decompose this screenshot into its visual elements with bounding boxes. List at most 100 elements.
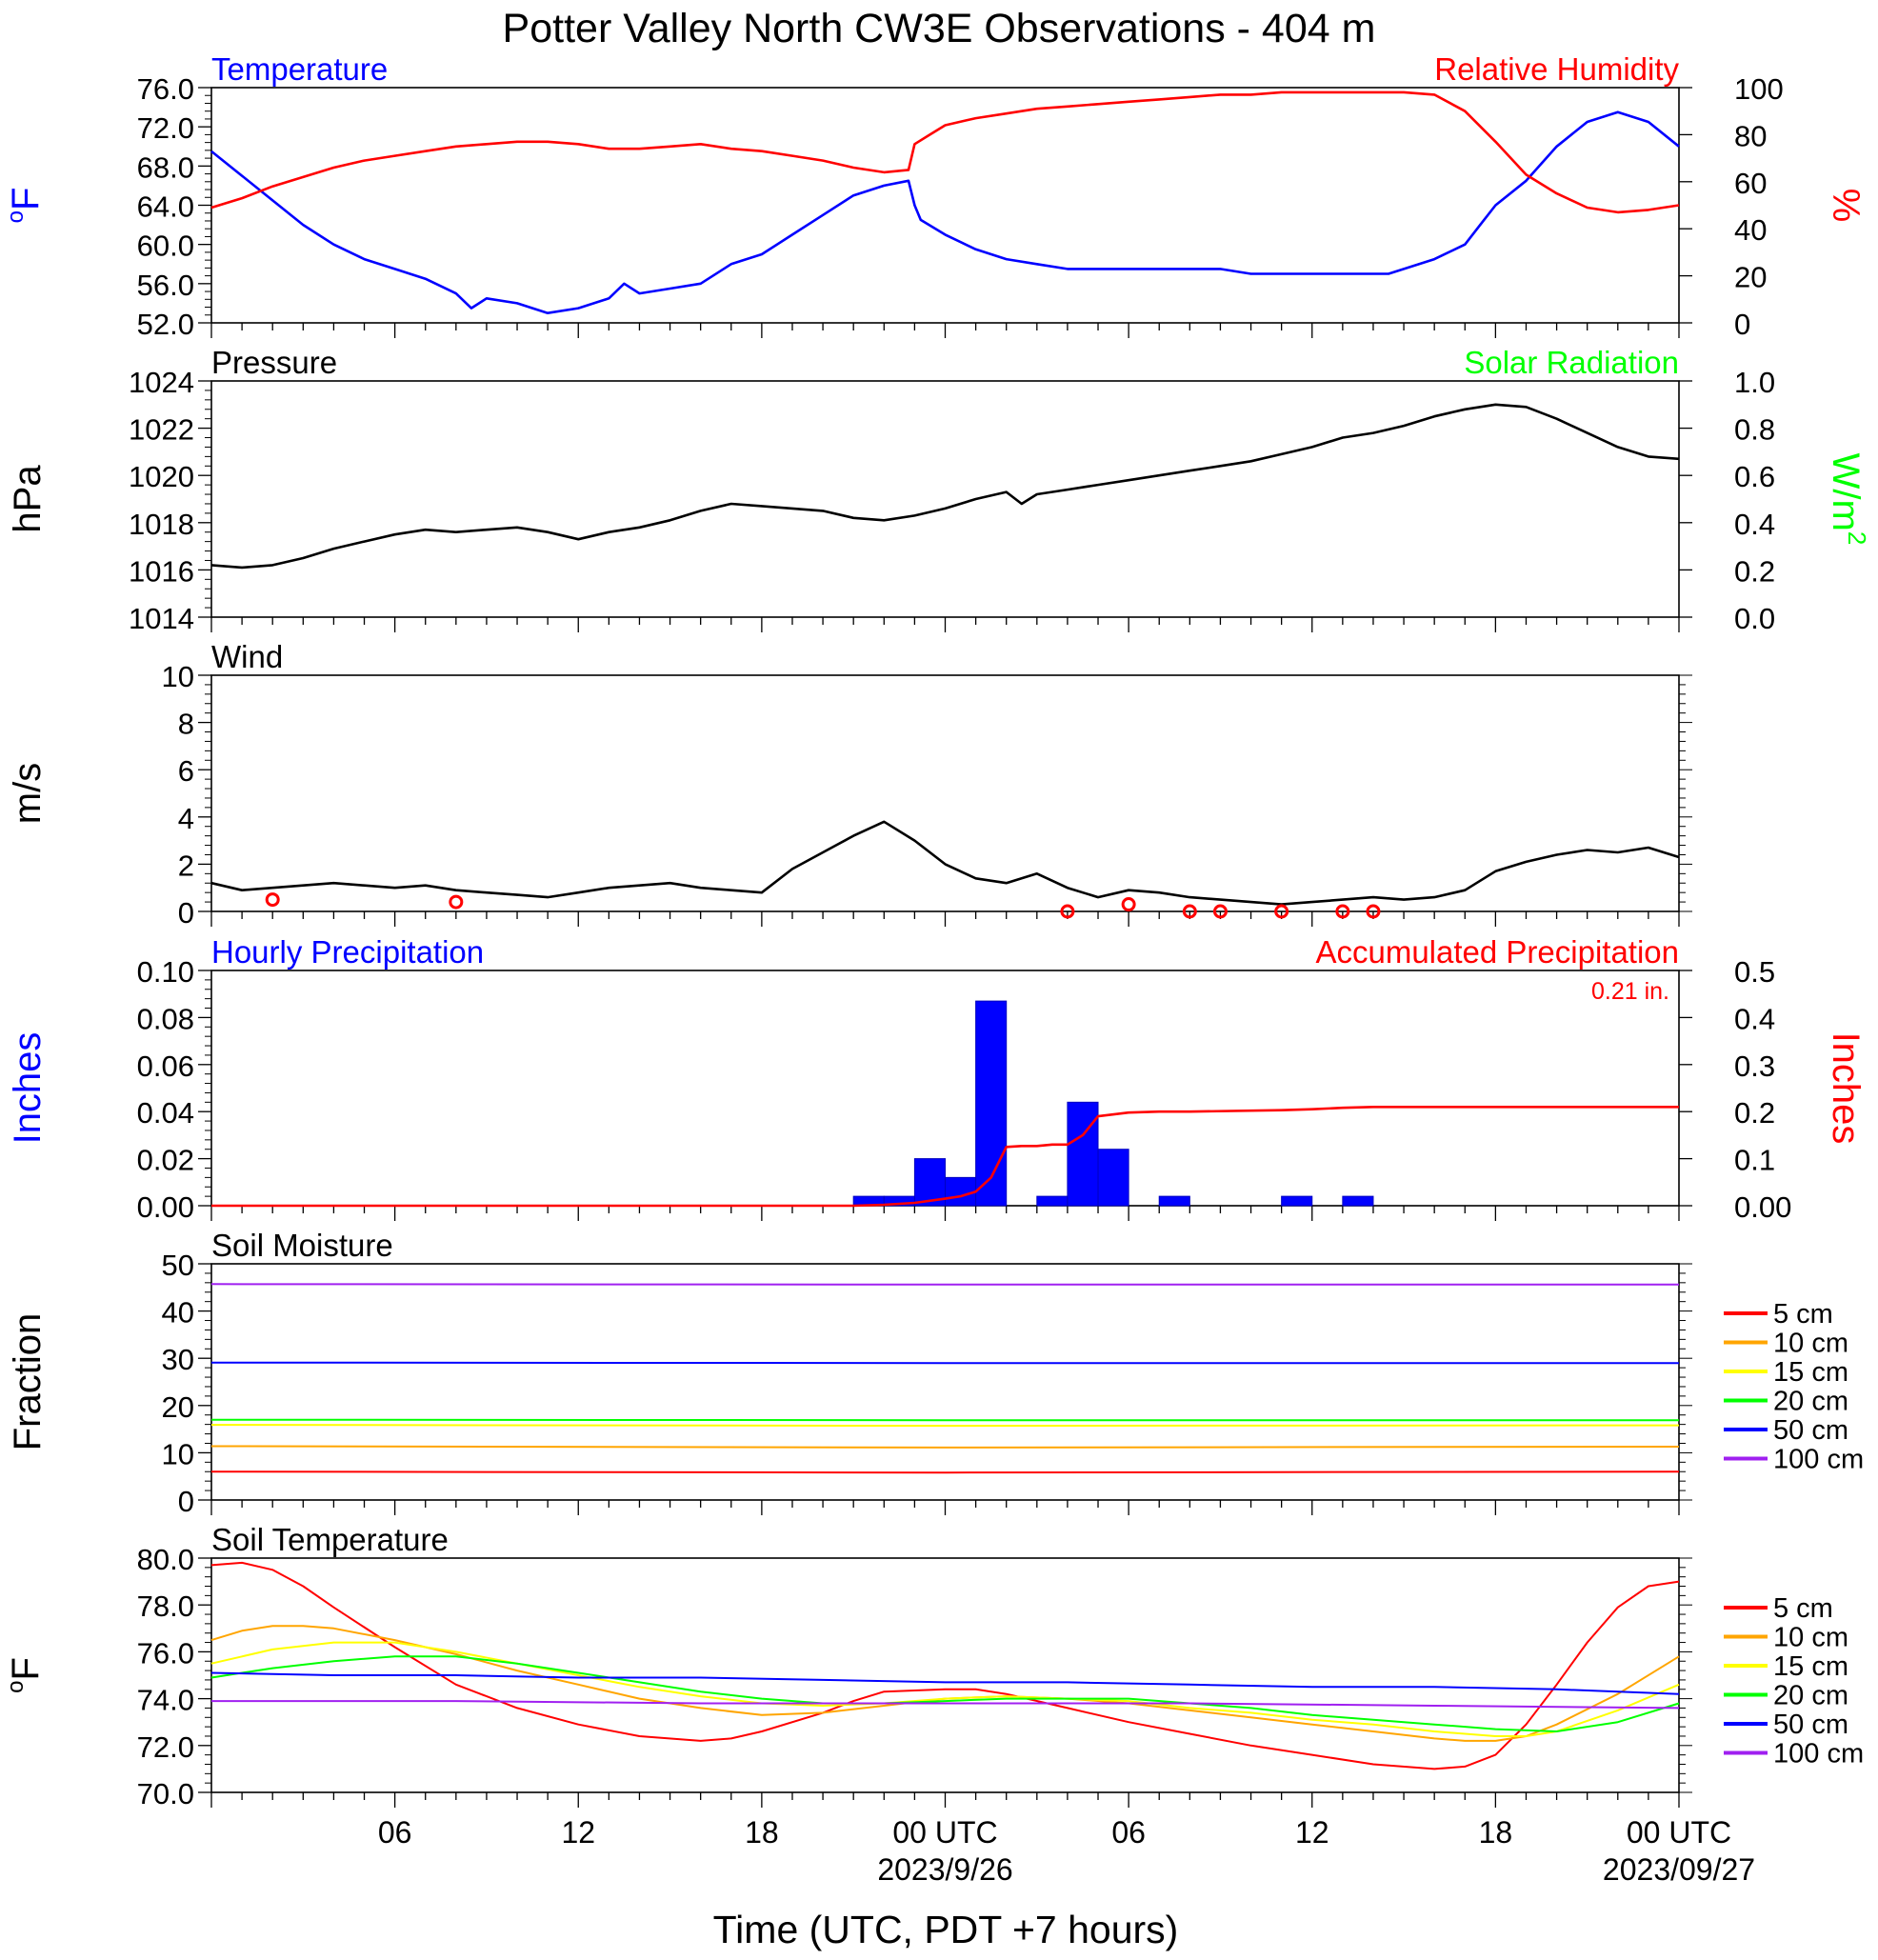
panel-title-right: Solar Radiation [1464, 345, 1679, 380]
y-right-tick-label: 40 [1734, 213, 1767, 247]
legend-label: 5 cm [1773, 1593, 1833, 1624]
y-left-tick-label: 0.00 [137, 1190, 194, 1224]
legend-label: 10 cm [1773, 1623, 1848, 1653]
y-left-tick-label: 64.0 [137, 190, 194, 224]
y-right-tick-label: 0.5 [1734, 955, 1775, 989]
legend-label: 20 cm [1773, 1681, 1848, 1711]
y-right-tick-label: 80 [1734, 119, 1767, 152]
y-left-tick-label: 56.0 [137, 269, 194, 302]
series-line-15-cm [210, 1641, 1680, 1737]
x-tick-label: 12 [561, 1815, 595, 1850]
precip-bar [1067, 1101, 1099, 1207]
precip-bar [1158, 1195, 1190, 1207]
y-left-tick-label: 30 [162, 1343, 194, 1376]
y-left-tick-label: 40 [162, 1296, 194, 1330]
precip-bar [913, 1158, 946, 1207]
panel-precipitation: 0.00 0.02 0.04 0.06 0.08 0.10 0.00 0.1 0.2 0.3 0.4… [7, 934, 1867, 1224]
y-left-tick-label: 60.0 [137, 230, 194, 263]
y-left-tick-label: 72.0 [137, 1730, 194, 1764]
y-left-axis-title: hPa [7, 465, 49, 533]
y-right-axis-title: Inches [1825, 1032, 1867, 1145]
y-left-tick-label: 10 [162, 1437, 194, 1470]
x-tick-date-label: 2023/09/27 [1603, 1852, 1755, 1887]
y-left-tick-label: 1022 [129, 413, 194, 447]
precip-bar [1036, 1195, 1069, 1207]
y-left-tick-label: 20 [162, 1390, 194, 1424]
x-axis-title: Time (UTC, PDT +7 hours) [713, 1908, 1179, 1951]
calm-wind-marker [1121, 897, 1136, 912]
panel-title-left: Soil Temperature [211, 1522, 449, 1557]
y-left-tick-label: 50 [162, 1249, 194, 1282]
legend-label: 100 cm [1773, 1739, 1864, 1770]
series-line-15-cm [210, 1424, 1680, 1428]
y-left-tick-label: 72.0 [137, 111, 194, 145]
y-right-tick-label: 20 [1734, 261, 1767, 294]
calm-wind-marker [1182, 904, 1197, 919]
panel-soil-temperature: 70.0 72.0 74.0 76.0 78.0 80.0 Soil Temperature… [3, 1522, 1864, 1810]
degree-sign: o [3, 1681, 29, 1693]
series-line-5-cm [210, 1561, 1680, 1770]
legend-label: 15 cm [1773, 1357, 1848, 1388]
y-left-tick-label: 6 [178, 754, 194, 788]
y-left-tick-label: 0.04 [137, 1096, 194, 1130]
y-left-axis-title: m/s [7, 763, 49, 824]
y-right-tick-label: 0.4 [1734, 1002, 1775, 1035]
x-tick-label: 18 [745, 1815, 779, 1850]
panels-layer: 52.056.060.064.068.072.076.0020406080100… [3, 51, 1871, 1810]
y-left-tick-label: 74.0 [137, 1684, 194, 1717]
unit-squared: 2 [1843, 531, 1871, 545]
series-line-pressure [210, 403, 1680, 570]
y-left-tick-label: 1024 [129, 366, 194, 399]
x-tick-date-label: 2023/9/26 [877, 1852, 1012, 1887]
panel-title-left: Hourly Precipitation [211, 934, 484, 970]
series-line-100-cm [210, 1283, 1679, 1286]
x-tick-label: 06 [1111, 1815, 1146, 1850]
y-left-tick-label: 80.0 [137, 1543, 194, 1576]
y-right-tick-label: 60 [1734, 167, 1767, 200]
y-left-axis-title: Inches [7, 1032, 49, 1145]
series-line-5-cm [210, 1470, 1680, 1474]
y-left-tick-label: 0.06 [137, 1050, 194, 1083]
calm-wind-marker [1366, 904, 1381, 919]
y-right-tick-label: 0.0 [1734, 602, 1775, 635]
x-tick-label: 18 [1479, 1815, 1513, 1850]
y-right-tick-label: 0 [1734, 308, 1750, 341]
y-left-tick-label: 0.10 [137, 955, 194, 989]
y-left-tick-label: 1016 [129, 554, 194, 588]
legend-label: 50 cm [1773, 1415, 1848, 1446]
series-line-temperature [210, 110, 1680, 315]
x-tick-label: 00 UTC [892, 1815, 997, 1850]
precip-bar [1342, 1195, 1374, 1207]
y-left-tick-label: 1018 [129, 508, 194, 541]
y-left-tick-label: 8 [178, 708, 194, 741]
y-right-tick-label: 0.4 [1734, 508, 1775, 541]
panel-title-left: Temperature [211, 51, 388, 87]
series-line-wind-speed [210, 820, 1680, 906]
x-tick-label: 06 [378, 1815, 412, 1850]
panel-title-left: Soil Moisture [211, 1228, 393, 1263]
legend-label: 50 cm [1773, 1710, 1848, 1740]
accumulated-total-label: 0.21 in. [1591, 978, 1669, 1005]
unit-f: F [5, 188, 47, 210]
y-left-tick-label: 76.0 [137, 72, 194, 106]
y-left-tick-label: 1014 [129, 602, 194, 635]
panel-wind: 0 2 4 6 8 10 Wind m/s [7, 639, 1692, 930]
y-left-axis-title: oF [3, 1657, 47, 1693]
x-tick-label: 12 [1295, 1815, 1329, 1850]
series-line-50-cm [210, 1361, 1679, 1365]
figure-title: Potter Valley North CW3E Observations - … [503, 6, 1376, 51]
calm-wind-marker [1335, 904, 1350, 919]
panel-title-left: Pressure [211, 345, 337, 380]
panel-title-right: Accumulated Precipitation [1315, 934, 1679, 970]
degree-sign: o [3, 210, 29, 223]
y-left-tick-label: 52.0 [137, 308, 194, 341]
unit-wm: W/m [1825, 453, 1867, 531]
series-line-50-cm [210, 1671, 1680, 1695]
calm-wind-marker [1274, 904, 1289, 919]
panel-pressure: 1014 1016 1018 1020 1022 1024 0.0 0.2 0.4 0.6 0.8 1… [7, 345, 1871, 635]
legend-label: 15 cm [1773, 1651, 1848, 1682]
y-right-axis-title: % [1825, 189, 1867, 223]
y-left-tick-label: 2 [178, 849, 194, 882]
